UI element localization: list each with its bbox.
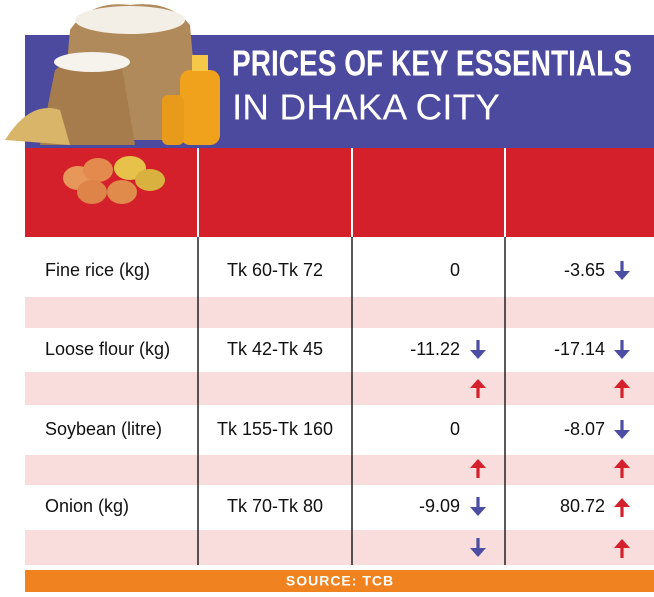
change-value: 80.72 bbox=[560, 496, 605, 516]
source: SOURCE: TCB bbox=[286, 573, 394, 589]
item-name: Soybean (litre) bbox=[45, 419, 162, 439]
source-bar bbox=[25, 570, 654, 592]
item-name: Onion (kg) bbox=[45, 496, 129, 516]
price-range: Tk 60-Tk 72 bbox=[227, 260, 323, 280]
change-value: -3.65 bbox=[564, 260, 605, 280]
food-illustration bbox=[5, 4, 220, 145]
subtitle: IN DHAKA CITY bbox=[232, 87, 500, 128]
price-range: Tk 42-Tk 45 bbox=[227, 339, 323, 359]
pink-rows bbox=[25, 297, 654, 565]
price-range: Tk 155-Tk 160 bbox=[217, 419, 333, 439]
change-value: 0 bbox=[450, 260, 460, 280]
price-range: Tk 70-Tk 80 bbox=[227, 496, 323, 516]
title: PRICES OF KEY ESSENTIALS bbox=[232, 43, 632, 84]
change-value: -8.07 bbox=[564, 419, 605, 439]
item-name: Fine rice (kg) bbox=[45, 260, 150, 280]
change-value: -17.14 bbox=[554, 339, 605, 359]
eggs-illustration bbox=[63, 156, 165, 204]
change-value: -11.22 bbox=[410, 339, 460, 359]
header-dividers bbox=[197, 148, 506, 237]
change-value: 0 bbox=[450, 419, 460, 439]
change-value: -9.09 bbox=[419, 496, 460, 516]
column-dividers bbox=[197, 237, 506, 565]
item-name: Loose flour (kg) bbox=[45, 339, 170, 359]
